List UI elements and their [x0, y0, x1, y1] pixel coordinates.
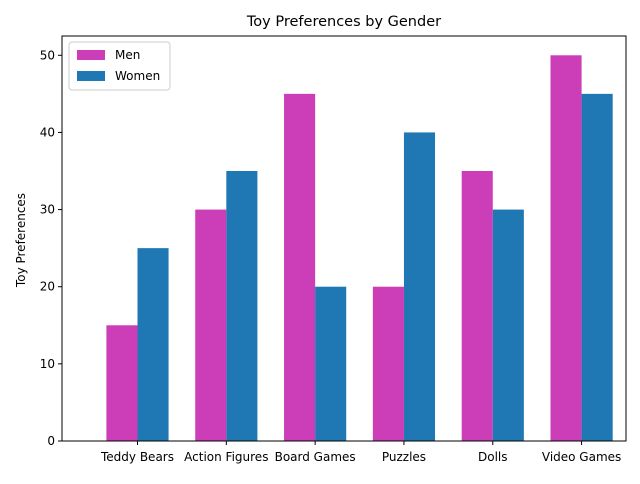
legend-label-women: Women	[115, 69, 160, 83]
chart-title: Toy Preferences by Gender	[246, 14, 441, 30]
legend-swatch-women	[77, 71, 105, 81]
bar-women-video-games	[581, 93, 613, 441]
x-tick-label: Board Games	[275, 450, 356, 464]
x-axis: Teddy Bears Action Figures Board Games Puzz…	[100, 441, 621, 464]
y-tick-label: 20	[40, 280, 55, 294]
y-tick-label: 10	[40, 357, 55, 371]
x-tick-label: Action Figures	[184, 450, 268, 464]
y-axis: 0 10 20 30 40 50	[40, 48, 62, 448]
bar-men-puzzles	[372, 286, 404, 441]
x-tick-label: Teddy Bears	[100, 450, 174, 464]
y-axis-title: Toy Preferences	[14, 193, 28, 288]
x-tick-label: Dolls	[478, 450, 508, 464]
y-tick-label: 30	[40, 203, 55, 217]
bar-men-action-figures	[195, 209, 227, 441]
bar-men-video-games	[550, 55, 582, 442]
bar-men-teddy-bears	[106, 325, 138, 441]
bar-men-dolls	[461, 171, 493, 441]
bars-layer	[106, 55, 613, 442]
bar-women-action-figures	[226, 171, 258, 441]
y-tick-label: 40	[40, 125, 55, 139]
bar-women-board-games	[315, 286, 347, 441]
legend: Men Women	[68, 41, 171, 91]
legend-label-men: Men	[115, 48, 140, 62]
x-tick-label: Puzzles	[382, 450, 426, 464]
bar-women-dolls	[492, 209, 524, 441]
plot-frame	[61, 35, 627, 442]
y-tick-label: 50	[40, 48, 55, 62]
y-tick-label: 0	[47, 434, 55, 448]
bar-men-board-games	[284, 93, 316, 441]
bar-women-teddy-bears	[137, 248, 169, 441]
x-tick-label: Video Games	[542, 450, 621, 464]
legend-swatch-men	[77, 50, 105, 60]
bar-women-puzzles	[403, 132, 436, 441]
